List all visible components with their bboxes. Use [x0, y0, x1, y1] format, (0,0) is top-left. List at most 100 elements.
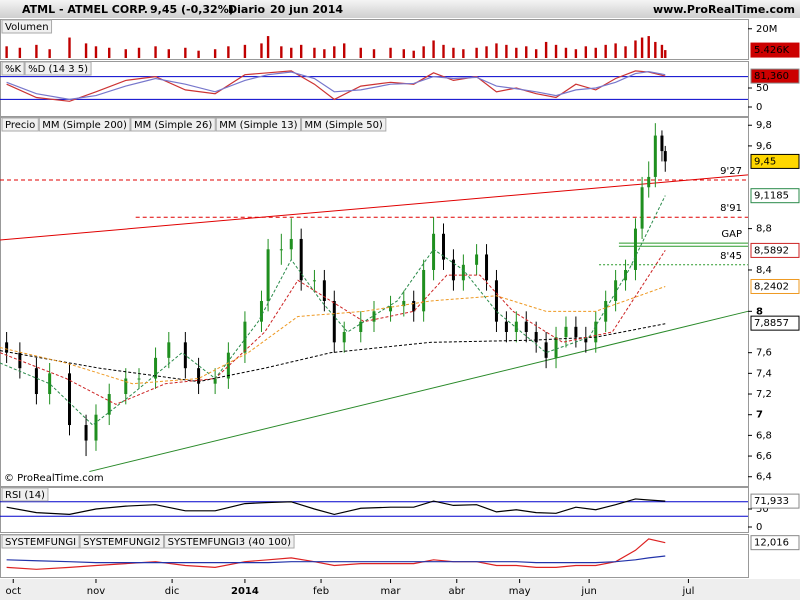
volume-bar — [402, 49, 405, 58]
header-title: ATML - ATMEL CORP. — [22, 3, 148, 16]
volume-bar — [343, 43, 346, 58]
candle-body — [653, 135, 657, 177]
level-label: GAP — [721, 229, 742, 240]
volume-bar — [594, 47, 597, 58]
candle-body — [442, 233, 446, 260]
legend-label: RSI (14) — [5, 490, 45, 501]
y-tick-label: 9,6 — [756, 141, 772, 152]
legend-box — [164, 534, 295, 549]
candle-body — [485, 254, 489, 281]
candle-body — [640, 187, 644, 229]
level-label: 9'27 — [720, 166, 742, 177]
last-value-box — [750, 68, 800, 84]
legend-label: %K — [5, 64, 22, 75]
candle-body — [213, 378, 217, 384]
header-period: Diario — [228, 3, 266, 16]
volume-bar — [108, 47, 111, 58]
y-tick-label: 7 — [756, 410, 763, 421]
candle-body — [432, 233, 436, 270]
last-value-label: 12,016 — [754, 538, 789, 549]
volume-bar — [654, 41, 657, 58]
volume-bar — [94, 46, 98, 58]
copyright: © ProRealTime.com — [4, 473, 104, 484]
y-tick-label: 50 — [756, 83, 769, 94]
volume-bar — [5, 46, 8, 58]
y-tick-label: 0 — [756, 102, 762, 113]
candle-body — [107, 394, 111, 415]
volume-bar — [299, 44, 303, 58]
volume-bar — [534, 49, 538, 58]
legend-box — [79, 534, 165, 549]
y-tick-label: 6,4 — [756, 472, 772, 483]
volume-bar — [604, 44, 607, 58]
candle-body — [243, 321, 247, 353]
last-value-label: 8,2402 — [754, 281, 789, 292]
volume-bar — [243, 44, 247, 58]
volume-bar — [167, 49, 170, 58]
legend-box — [1, 19, 53, 34]
candle-body — [124, 378, 128, 395]
volume-bar — [475, 47, 478, 58]
last-value-box — [750, 242, 800, 258]
candle-body — [544, 342, 548, 358]
volume-bar — [359, 47, 362, 58]
last-value-label: 9,45 — [754, 156, 776, 167]
legend-box — [1, 534, 80, 549]
level-label: 8'91 — [720, 203, 742, 214]
last-value-label: 8,5892 — [754, 245, 789, 256]
volume-bar — [664, 50, 667, 58]
candle-body — [461, 264, 465, 281]
volume-bar — [432, 40, 435, 58]
candle-body — [68, 373, 72, 426]
candle-body — [226, 352, 230, 379]
y-tick-label: 0 — [756, 522, 762, 533]
volume-bar — [313, 47, 316, 58]
volume-bar — [290, 47, 293, 58]
legend-label: SYSTEMFUNGI2 — [83, 537, 160, 548]
candle-body — [647, 176, 651, 188]
last-value-label: 7,8857 — [754, 318, 789, 329]
y-tick-label: 7,6 — [756, 348, 772, 359]
volume-bar — [574, 49, 578, 58]
last-value-label: 5.426K — [754, 45, 790, 56]
last-value-box — [750, 153, 800, 169]
y-tick-label: 6,6 — [756, 451, 772, 462]
legend-label: SYSTEMFUNGI — [5, 537, 76, 548]
trend-line — [0, 174, 749, 241]
candle-body — [359, 321, 363, 332]
last-value-box — [750, 493, 800, 509]
legend-label: MM (Simple 26) — [134, 120, 212, 131]
panel-frame — [0, 487, 749, 533]
x-tick-label: oct — [5, 586, 21, 597]
candle-body — [554, 337, 558, 358]
indicator-line — [6, 498, 666, 516]
volume-bar — [584, 46, 588, 58]
y-tick-label: 50 — [756, 504, 769, 515]
volume-bar — [18, 47, 22, 58]
header-quote: 9,45 (-0,32%) — [150, 3, 234, 16]
last-value-label: 81,360 — [754, 71, 789, 82]
x-tick-label: jun — [580, 586, 596, 597]
volume-bar — [554, 44, 558, 58]
candle-body — [94, 414, 98, 441]
volume-bar — [660, 44, 664, 58]
legend-box — [1, 61, 25, 76]
volume-bar — [154, 46, 157, 58]
indicator-line — [6, 70, 666, 102]
candle-body — [279, 249, 283, 251]
volume-bar — [422, 46, 425, 58]
candle-body — [574, 326, 578, 338]
volume-bar — [525, 46, 528, 58]
candle-body — [663, 151, 667, 162]
moving-average — [0, 195, 666, 426]
volume-bar — [614, 43, 617, 58]
legend-label: %D (14 3 5) — [28, 64, 88, 75]
volume-bar — [227, 46, 230, 58]
y-tick-label: 6,8 — [756, 430, 772, 441]
volume-bar — [515, 47, 518, 58]
candle-body — [584, 337, 588, 343]
legend-box — [301, 117, 387, 132]
y-tick-label: 9,8 — [756, 120, 772, 131]
volume-bar — [485, 46, 488, 58]
legend-label: MM (Simple 50) — [305, 120, 383, 131]
